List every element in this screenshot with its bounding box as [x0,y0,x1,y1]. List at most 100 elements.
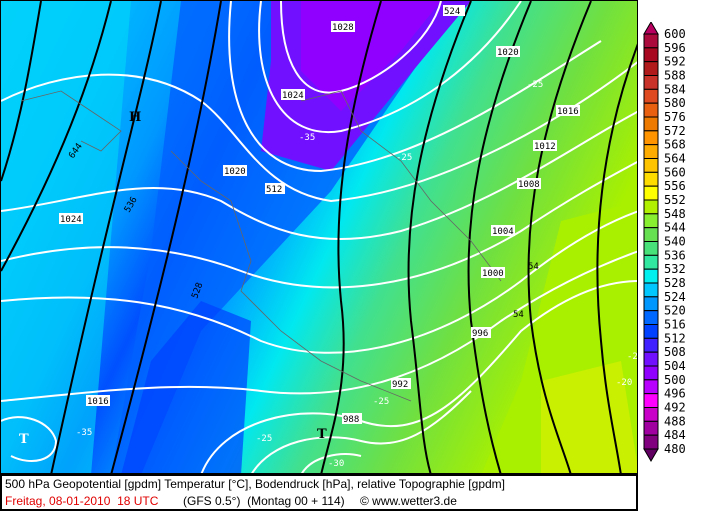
isobar-label: 1024 [60,215,82,225]
legend-swatch [643,324,659,339]
caption-model: (GFS 0.5°) (Montag 00 + 114) [183,494,345,508]
map-caption: 500 hPa Geopotential [gpdm] Temperatur [… [0,474,638,511]
isobar-label: 988 [343,415,359,425]
legend-swatch [643,130,659,146]
isobar-label: 1028 [332,23,354,33]
color-legend: 6005965925885845805765725685645605565525… [643,22,686,462]
isobar-label: 1000 [482,269,504,279]
legend-swatch [643,61,659,77]
legend-tick-label: 536 [664,248,686,262]
geopotential-contours [1,1,637,473]
legend-swatch [643,75,659,90]
isobar-label: 1020 [224,167,246,177]
caption-copyright: © www.wetter3.de [360,494,457,508]
legend-tick-label: 556 [664,179,686,193]
legend-swatch [643,158,659,173]
legend-tick-label: 576 [664,110,686,124]
legend-swatch [643,407,659,422]
legend-tick-label: 500 [664,373,686,387]
isobar-label: 1012 [534,142,556,152]
isobar-label: 1004 [492,227,514,237]
legend-swatch [643,393,659,408]
weather-map: 1028 1020 1024 1016 1012 1020 1008 1024 … [0,0,638,474]
temperature-label: -20 [616,378,632,388]
isobars [1,1,637,473]
legend-swatch [643,33,659,49]
legend-swatch [643,351,659,367]
legend-swatch [643,171,659,187]
temperature-label: -25 [527,80,543,90]
temperature-label: -35 [76,428,92,438]
height-label: 512 [266,185,282,195]
legend-tick-label: 544 [664,221,686,235]
legend-swatch [643,268,659,284]
legend-swatch [643,227,659,243]
legend-swatch [643,116,659,132]
legend-tick-label: 552 [664,193,686,207]
isobar-label: 996 [472,329,488,339]
legend-tick-label: 568 [664,138,686,152]
legend-swatch [643,88,659,104]
legend-tick-label: 496 [664,387,686,401]
legend-tick-label: 512 [664,331,686,345]
legend-bottom-arrow [643,448,659,462]
isobar-label: 1008 [518,180,540,190]
map-labels: 1028 1020 1024 1016 1012 1020 1008 1024 … [19,5,638,469]
legend-tick-label: 528 [664,276,686,290]
legend-swatch [643,185,659,201]
low-pressure-marker: T [19,432,29,447]
legend-tick-label: 588 [664,69,686,83]
legend-tick-label: 532 [664,262,686,276]
caption-title: 500 hPa Geopotential [gpdm] Temperatur [… [5,477,505,491]
legend-swatch [643,241,659,256]
legend-tick-label: 592 [664,55,686,69]
legend-swatch [643,337,659,353]
legend-tick-label: 480 [664,442,686,456]
legend-tick-label: 572 [664,124,686,138]
temperature-label: -25 [373,397,389,407]
legend-swatch [643,296,659,312]
legend-tick-label: 540 [664,235,686,249]
legend-tick-label: 504 [664,359,686,373]
legend-swatch [643,420,659,436]
legend-swatch [643,213,659,229]
temperature-label: -2 [627,352,638,362]
legend-tick-label: 580 [664,96,686,110]
height-label: 54 [528,262,539,272]
legend-swatch [643,254,659,270]
warm-core-region [541,361,637,473]
map-canvas: 1028 1020 1024 1016 1012 1020 1008 1024 … [1,1,638,473]
isobar-label: 992 [392,380,408,390]
legend-swatch [643,434,659,450]
legend-swatch [643,102,659,118]
temperature-label: -25 [396,153,412,163]
legend-tick-label: 516 [664,318,686,332]
legend-swatch [643,310,659,325]
legend-swatch [643,379,659,395]
temperature-label: -25 [256,434,272,444]
legend-swatch [643,47,659,63]
legend-swatch [643,365,659,381]
isobar-label: 1024 [282,91,304,101]
isobar-label: 1020 [497,48,519,58]
isobar-label: 1016 [557,107,579,117]
high-pressure-marker: H [129,110,141,125]
height-label: 54 [513,310,524,320]
coastlines [20,90,502,402]
caption-date: Freitag, 08-01-2010 18 UTC [5,494,159,508]
legend-tick-label: 584 [664,82,686,96]
legend-tick-label: 488 [664,414,686,428]
legend-top-arrow [643,22,659,35]
low-pressure-marker: T [317,427,327,442]
cold-cyan-region [1,1,131,473]
legend-tick-label: 600 [664,27,686,41]
legend-tick-label: 492 [664,401,686,415]
legend-tick-label: 548 [664,207,686,221]
legend-tick-label: 560 [664,165,686,179]
legend-tick-label: 564 [664,152,686,166]
legend-tick-label: 596 [664,41,686,55]
legend-tick-label: 484 [664,428,686,442]
legend-swatch [643,199,659,215]
legend-swatch [643,282,659,298]
legend-tick-label: 524 [664,290,686,304]
